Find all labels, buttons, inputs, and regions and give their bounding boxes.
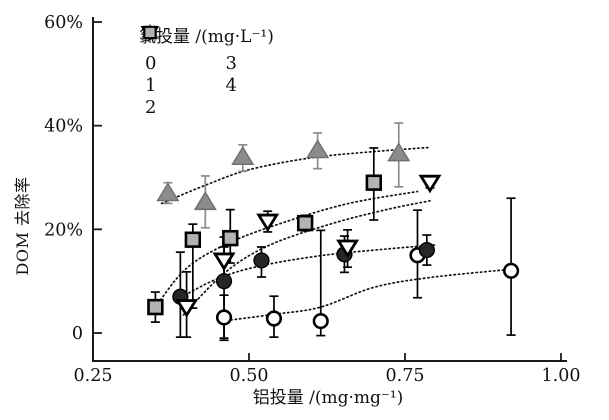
data-point-s0-1 — [265, 310, 283, 327]
data-point-s0-4 — [502, 262, 520, 279]
square-filled-glyph — [143, 25, 157, 40]
x-axis-title: 铝投量 /(mg·mg⁻¹) — [252, 388, 404, 408]
data-point-s4-4 — [418, 174, 442, 194]
square-filled-legend-icon — [143, 25, 157, 40]
series-1 — [156, 139, 411, 211]
legend-items: 0 3 1 4 2 — [139, 23, 274, 119]
series-2 — [147, 174, 382, 316]
series-0 — [215, 247, 520, 330]
x-tick-label: 1.00 — [542, 366, 581, 386]
data-point-s1-3 — [306, 139, 330, 159]
data-point-s1-2 — [231, 145, 255, 165]
data-point-s0-2 — [312, 312, 329, 330]
y-tick-label: 40% — [44, 117, 83, 137]
data-point-s4-1 — [212, 252, 236, 272]
data-point-s1-0 — [156, 182, 180, 202]
legend-item-label: 2 — [145, 97, 157, 118]
data-point-s4-2 — [256, 213, 280, 233]
legend-item-4: 4 — [140, 26, 273, 97]
data-point-s1-4 — [387, 142, 411, 162]
trend-line-series-2 — [154, 190, 419, 308]
axis-spines — [92, 17, 567, 362]
data-point-s3-2 — [253, 252, 270, 269]
data-point-s3-1 — [215, 273, 233, 290]
data-point-s4-0 — [175, 299, 199, 318]
legend-item-0: 0 — [143, 25, 193, 75]
legend-item-2: 2 — [143, 25, 193, 119]
legend-item-3: 3 — [143, 25, 273, 75]
legend: 氯投量 /(mg·L⁻¹) 0 3 1 4 2 — [139, 22, 274, 119]
x-tick-label: 0.50 — [230, 366, 269, 386]
trend-line-series-3 — [176, 244, 438, 301]
data-point-s3-4 — [418, 241, 435, 259]
legend-item-label: 1 — [145, 75, 157, 96]
legend-item-1: 1 — [140, 23, 193, 97]
x-tick-label: 0.25 — [74, 366, 113, 386]
legend-title: 氯投量 /(mg·L⁻¹) — [139, 27, 274, 47]
data-point-s2-1 — [184, 231, 202, 248]
legend-item-label: 0 — [145, 53, 157, 74]
x-tick-label: 0.75 — [386, 366, 425, 386]
legend-item-label: 4 — [225, 75, 237, 96]
y-tick-label: 0 — [72, 324, 83, 344]
data-point-s1-1 — [193, 191, 217, 211]
y-tick-label: 60% — [44, 13, 83, 33]
data-point-s2-4 — [365, 174, 382, 191]
data-point-s2-3 — [296, 214, 314, 232]
data-point-s4-3 — [336, 239, 360, 259]
data-point-s0-0 — [215, 309, 233, 326]
legend-item-label: 3 — [225, 53, 237, 74]
series-4 — [175, 174, 442, 318]
y-axis-title: DOM 去除率 — [13, 176, 32, 276]
y-tick-label: 20% — [44, 220, 83, 240]
data-point-s2-2 — [222, 229, 239, 247]
trend-line-series-1 — [160, 146, 431, 205]
data-point-s2-0 — [147, 298, 164, 316]
